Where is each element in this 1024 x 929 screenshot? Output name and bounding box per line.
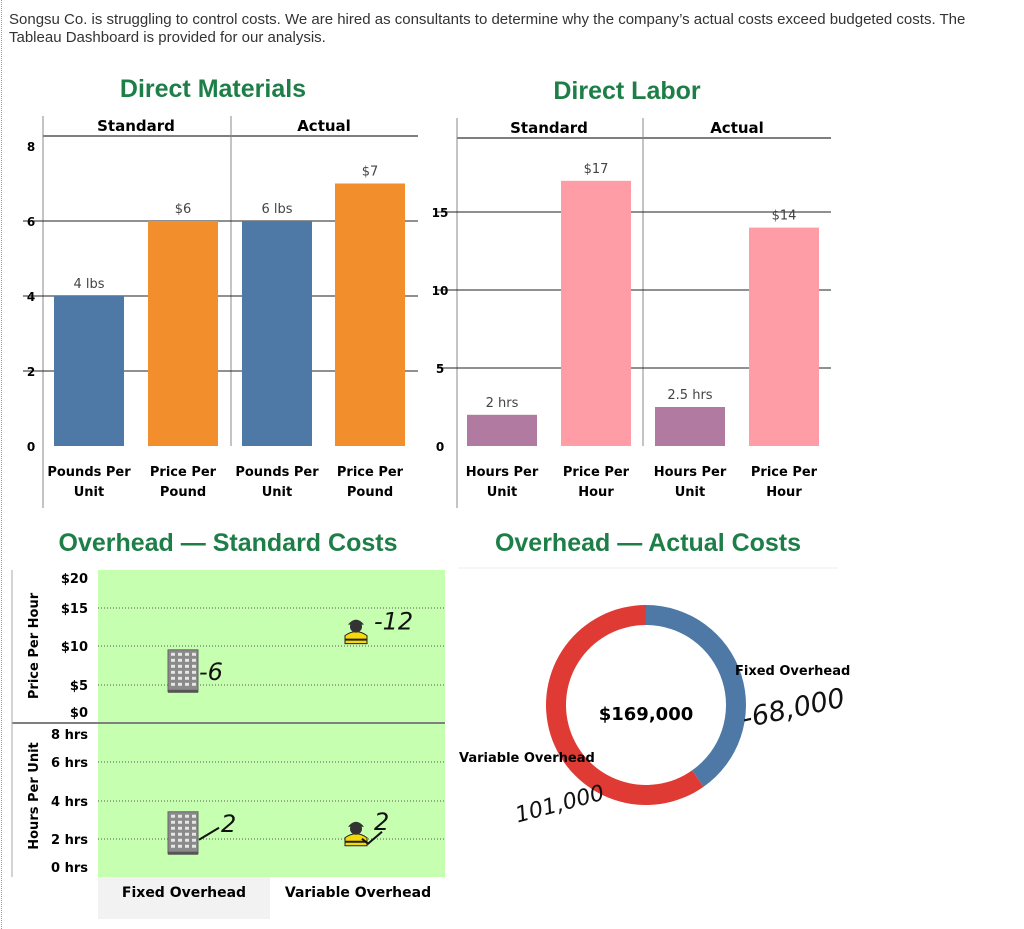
ohs-ylabel-bottom: Hours Per Unit	[27, 742, 42, 850]
ohs-category-fixed: Fixed Overhead	[122, 885, 246, 901]
ohs-ytick: $15	[61, 602, 88, 617]
dm-panel-standard: Standard	[97, 117, 175, 135]
dm-category-label: Pounds Per	[235, 465, 319, 480]
dm-category-label: Price Per	[337, 465, 404, 480]
dl-category-label-2: Hour	[766, 485, 802, 500]
direct-labor-chart: Direct Labor Standard Actual 2 hrs $17 2.5…	[432, 77, 831, 508]
ohs-ytick: 6 hrs	[51, 756, 88, 771]
ohs-ytick: 4 hrs	[51, 795, 88, 810]
building-icon	[167, 811, 199, 855]
oha-title: Overhead — Actual Costs	[495, 529, 801, 557]
dl-panel-actual: Actual	[710, 119, 764, 137]
ohs-pointer-line	[198, 826, 220, 841]
dl-ytick: 0	[436, 440, 444, 454]
dm-data-label: 4 lbs	[73, 277, 104, 292]
dl-category-label: Price Per	[563, 465, 630, 480]
ohs-handwritten-note: -6	[199, 658, 223, 686]
left-border	[1, 0, 2, 929]
ohs-ytick: $20	[61, 572, 88, 587]
dm-ytick: 0	[27, 440, 35, 454]
ohs-ylabel-top: Price Per Hour	[27, 592, 42, 699]
dl-ytick: 10	[432, 284, 449, 298]
donut-slice-fixed	[646, 605, 747, 787]
ohs-ytick: 8 hrs	[51, 728, 88, 743]
dl-category-label-2: Unit	[487, 485, 517, 500]
ohs-handwritten-note: -12	[374, 608, 413, 636]
dm-ytick: 4	[27, 290, 35, 304]
oha-handwritten-variable: 101,000	[513, 781, 607, 829]
dl-ytick: 5	[436, 362, 444, 376]
dl-category-label-2: Unit	[675, 485, 705, 500]
ohs-check-mark	[361, 830, 383, 846]
dm-data-label: $7	[362, 165, 379, 180]
dm-category-label: Pounds Per	[47, 465, 131, 480]
dl-title: Direct Labor	[553, 77, 701, 105]
worker-icon	[344, 619, 368, 645]
ohs-ytick: $5	[70, 679, 88, 694]
oha-handwritten-fixed: -68,000	[739, 683, 847, 735]
dm-panel-actual: Actual	[297, 117, 351, 135]
ohs-ytick: 2 hrs	[51, 833, 88, 848]
intro-text: Songsu Co. is struggling to control cost…	[9, 11, 966, 46]
dl-data-label: $14	[772, 209, 797, 224]
oha-center-label: $169,000	[599, 704, 694, 725]
dm-title: Direct Materials	[120, 75, 306, 103]
dl-bar	[655, 407, 725, 446]
dl-data-label: 2 hrs	[486, 396, 519, 411]
ohs-handwritten-note: 2	[221, 810, 236, 838]
dm-ytick: 8	[27, 140, 35, 154]
dm-bar	[148, 221, 218, 446]
ohs-category-variable: Variable Overhead	[285, 885, 431, 901]
dm-category-label-2: Unit	[262, 485, 292, 500]
ohs-title: Overhead — Standard Costs	[59, 529, 398, 557]
ohs-handwritten-note: 2	[374, 808, 389, 836]
worker-icon	[344, 821, 368, 847]
overhead-actual-chart: Overhead — Actual Costs $169,000 Fixed O…	[458, 529, 850, 828]
dl-bar	[561, 180, 631, 447]
ohs-footer-shade	[98, 877, 270, 919]
donut-slice-variable	[546, 604, 704, 805]
dl-bar	[467, 414, 537, 446]
dm-bar	[54, 296, 124, 446]
dl-category-label: Hours Per	[466, 465, 539, 480]
dm-data-label: $6	[175, 202, 192, 217]
dl-data-label: 2.5 hrs	[667, 388, 712, 403]
dm-category-label-2: Unit	[74, 485, 104, 500]
dm-bar	[242, 221, 312, 446]
overhead-standard-chart: Overhead — Standard Costs Price Per Hour…	[11, 529, 445, 919]
dm-ytick: 2	[27, 365, 35, 379]
dm-category-label-2: Pound	[160, 485, 206, 500]
dl-category-label-2: Hour	[578, 485, 614, 500]
dl-panel-standard: Standard	[510, 119, 588, 137]
ohs-ytick: $0	[70, 706, 88, 721]
dm-data-label: 6 lbs	[261, 202, 292, 217]
dl-category-label: Price Per	[751, 465, 818, 480]
dm-category-label-2: Pound	[347, 485, 393, 500]
ohs-ytick: $10	[61, 640, 88, 655]
oha-label-fixed: Fixed Overhead	[735, 664, 850, 679]
dl-bar	[749, 227, 819, 446]
building-icon	[167, 649, 199, 693]
dl-data-label: $17	[584, 162, 609, 177]
dm-ytick: 6	[27, 215, 35, 229]
oha-label-variable: Variable Overhead	[459, 751, 595, 766]
dl-ytick: 15	[432, 206, 449, 220]
ohs-ytick: 0 hrs	[51, 861, 88, 876]
direct-materials-chart: Direct Materials Standard Actual 4 lbs $6…	[23, 75, 418, 508]
dl-category-label: Hours Per	[654, 465, 727, 480]
dm-category-label: Price Per	[150, 465, 217, 480]
dm-bar	[335, 183, 405, 446]
